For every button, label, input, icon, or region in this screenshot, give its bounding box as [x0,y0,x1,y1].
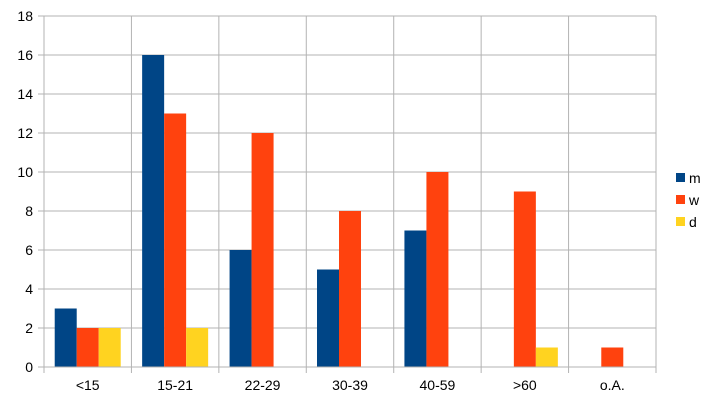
bar-w [164,113,187,367]
bar-m [142,55,165,367]
bar-w [426,172,449,367]
bar-m [54,308,77,367]
legend-swatch-d [676,217,685,226]
x-tick-labels: <15 15-21 22-29 30-39 40-59 >60 o.A. [76,377,625,393]
legend-swatch-w [676,195,685,204]
x-tick-label: >60 [513,377,537,393]
y-tick-label: 12 [17,125,33,141]
bar-w [76,328,99,367]
legend: mwd [676,170,701,230]
legend-swatch-m [676,173,685,182]
y-tick-labels: 0 2 4 6 8 10 12 14 16 18 [17,8,33,375]
bar-m [404,230,427,367]
bar-w [251,133,274,367]
axes [38,15,657,373]
y-tick-label: 2 [25,320,33,336]
x-tick-label: 40-59 [420,377,456,393]
bar-d [535,347,558,367]
bar-m [229,250,252,367]
y-tick-label: 0 [25,359,33,375]
bar-w [339,211,361,367]
bar-d [186,328,209,367]
bars [54,55,624,367]
y-tick-label: 8 [25,203,33,219]
y-tick-label: 14 [17,86,33,102]
bar-w [601,347,624,367]
y-tick-label: 4 [25,281,33,297]
x-tick-label: o.A. [600,377,625,393]
legend-label-w: w [688,192,700,208]
y-tick-label: 16 [17,47,33,63]
bar-w [513,191,536,367]
x-tick-label: 22-29 [245,377,281,393]
y-tick-label: 18 [17,8,33,24]
y-tick-label: 6 [25,242,33,258]
bar-m [317,269,339,367]
x-tick-label: 15-21 [157,377,193,393]
legend-label-d: d [689,214,697,230]
x-tick-label: 30-39 [332,377,368,393]
x-tick-label: <15 [76,377,100,393]
bar-d [98,328,121,367]
y-tick-label: 10 [17,164,33,180]
legend-label-m: m [689,170,701,186]
